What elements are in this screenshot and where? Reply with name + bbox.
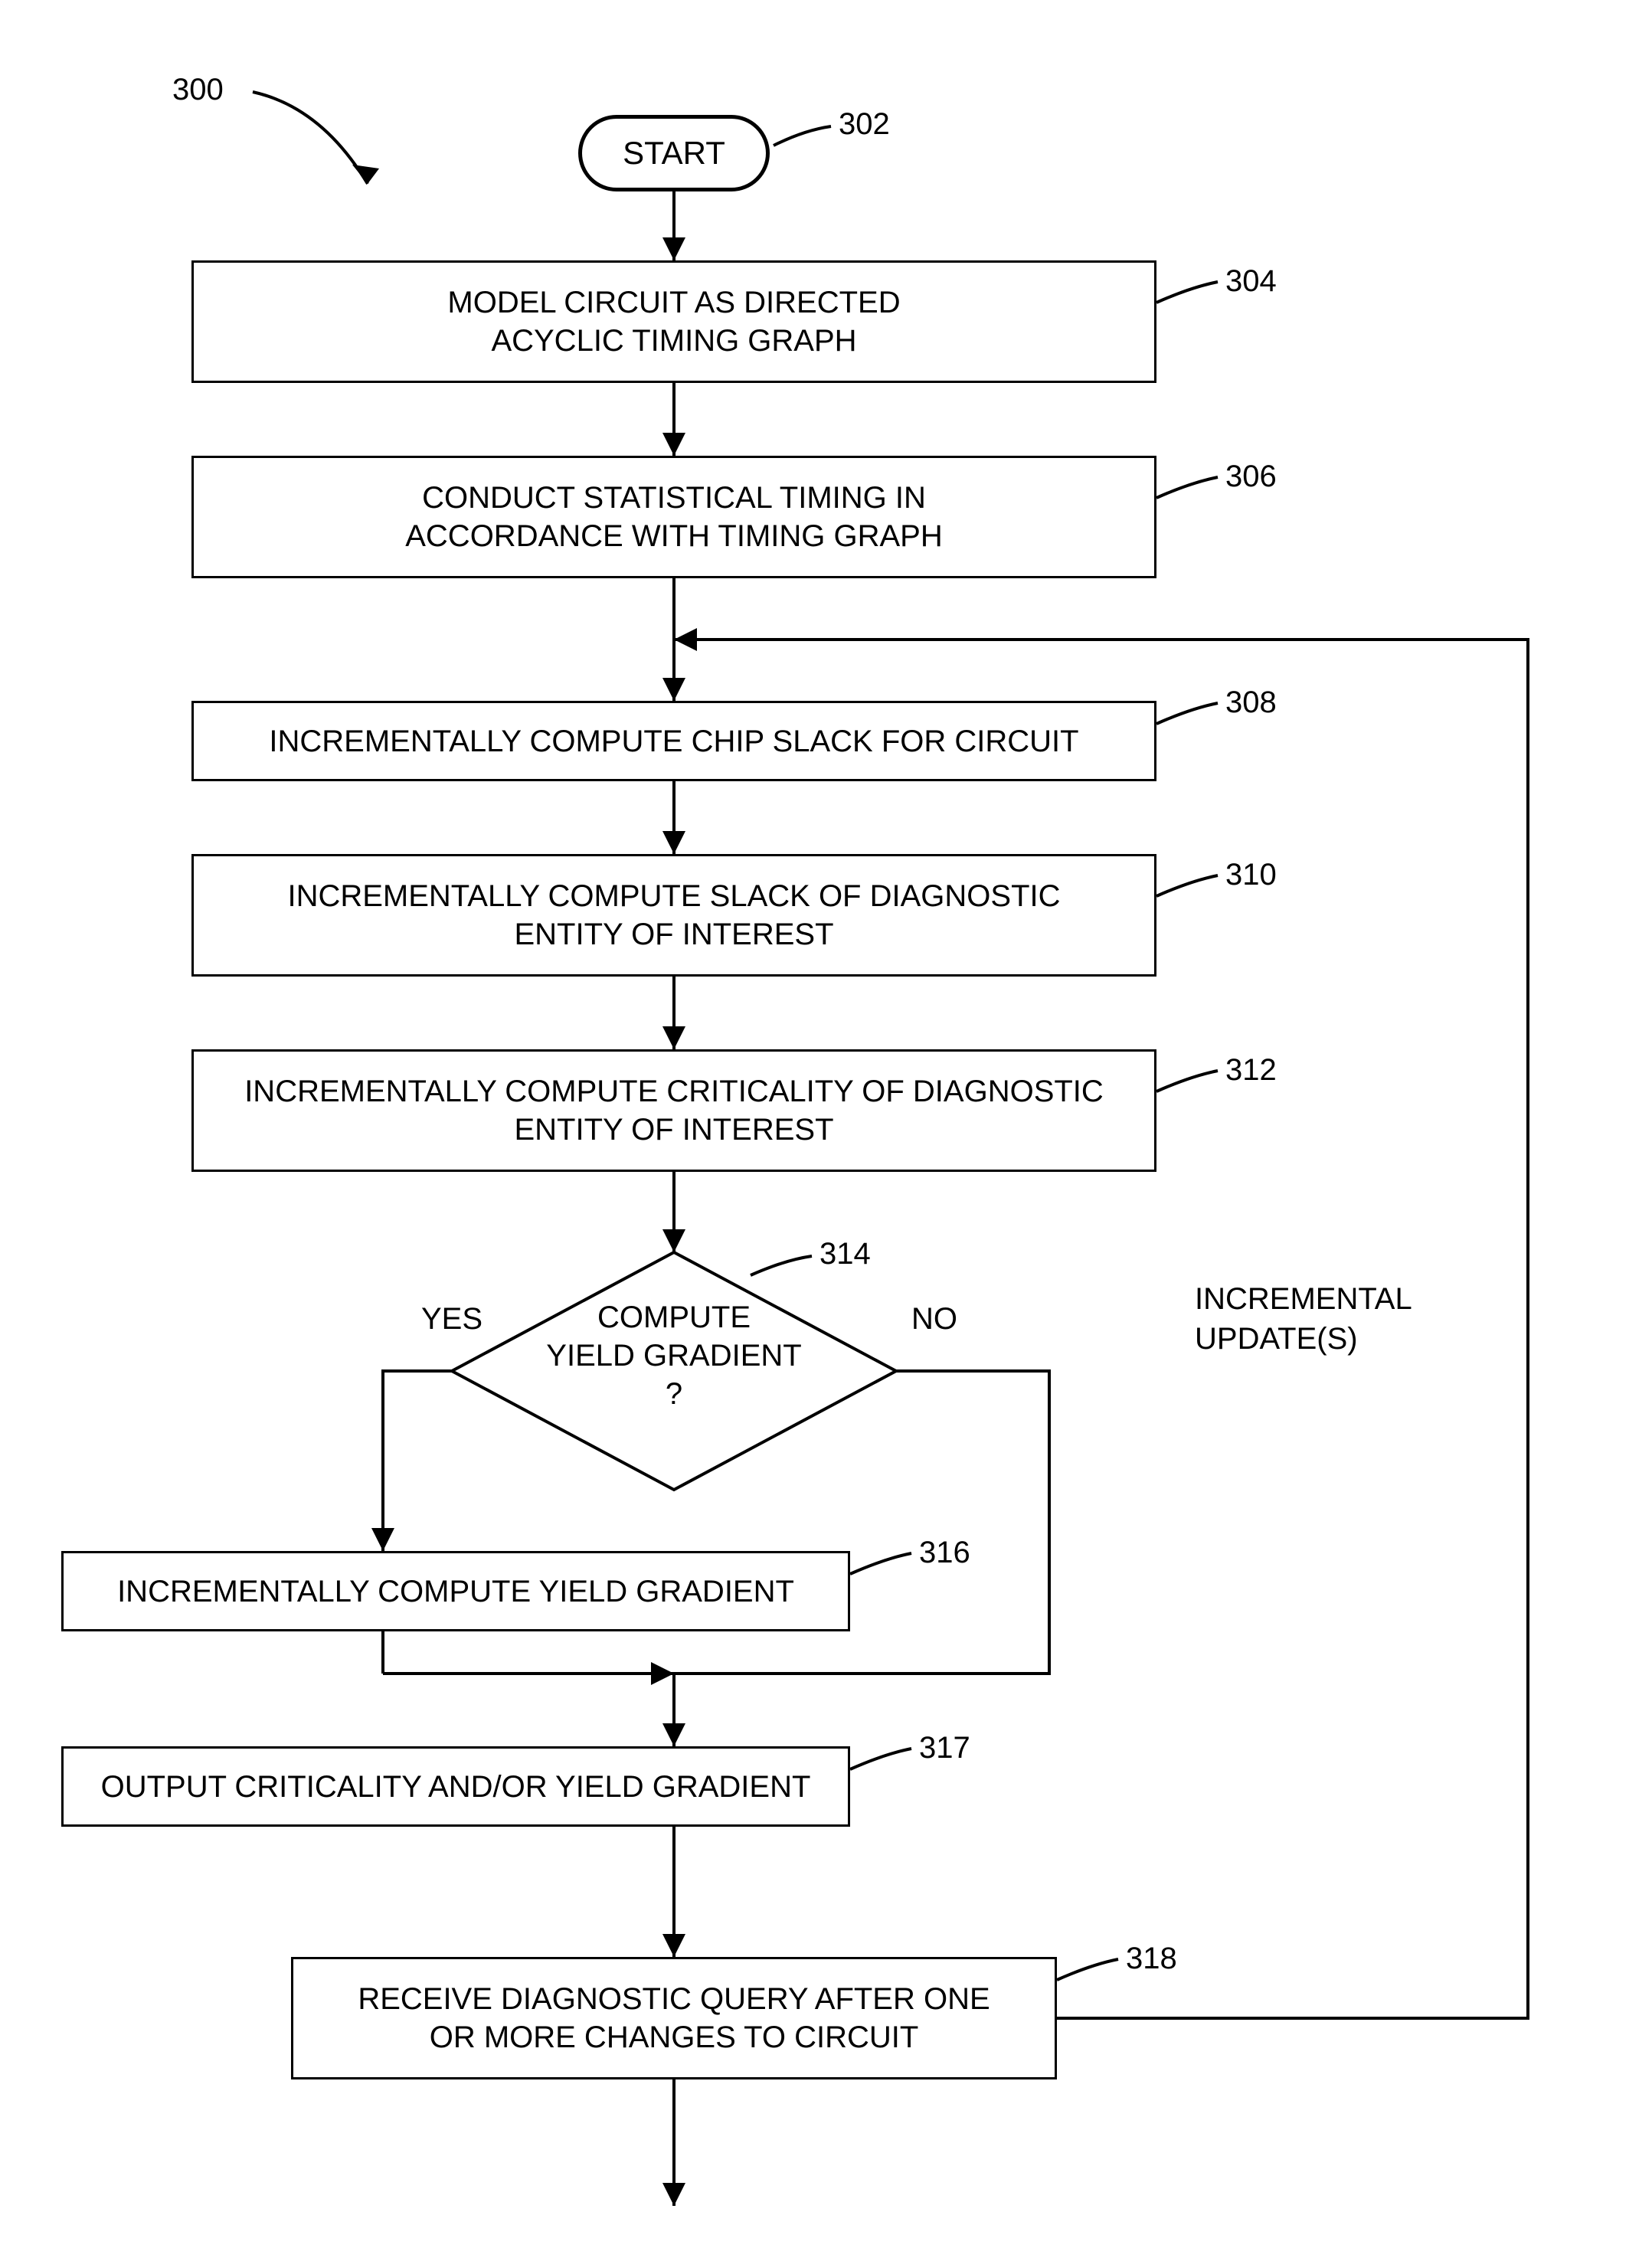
decision-314: COMPUTE YIELD GRADIENT ? [521, 1298, 827, 1413]
ref-308: 308 [1225, 685, 1277, 720]
step-316: INCREMENTALLY COMPUTE YIELD GRADIENT [61, 1551, 850, 1631]
ref-306: 306 [1225, 460, 1277, 494]
ref-310: 310 [1225, 858, 1277, 892]
step-310: INCREMENTALLY COMPUTE SLACK OF DIAGNOSTI… [191, 854, 1156, 977]
ref-302: 302 [839, 107, 890, 142]
ref-304: 304 [1225, 264, 1277, 299]
start-label: START [623, 135, 725, 172]
ref-312: 312 [1225, 1053, 1277, 1088]
step-318: RECEIVE DIAGNOSTIC QUERY AFTER ONE OR MO… [291, 1957, 1057, 2079]
flowchart-container: 300 [0, 0, 1652, 2261]
start-terminator: START [578, 115, 770, 191]
ref-317: 317 [919, 1731, 970, 1765]
ref-314: 314 [819, 1237, 871, 1271]
ref-316: 316 [919, 1536, 970, 1570]
branch-yes: YES [421, 1302, 483, 1337]
ref-318: 318 [1126, 1942, 1177, 1976]
step-312: INCREMENTALLY COMPUTE CRITICALITY OF DIA… [191, 1049, 1156, 1172]
step-306: CONDUCT STATISTICAL TIMING IN ACCORDANCE… [191, 456, 1156, 578]
branch-no: NO [911, 1302, 957, 1337]
step-304: MODEL CIRCUIT AS DIRECTED ACYCLIC TIMING… [191, 260, 1156, 383]
step-308: INCREMENTALLY COMPUTE CHIP SLACK FOR CIR… [191, 701, 1156, 781]
incremental-updates-label: INCREMENTAL UPDATE(S) [1195, 1279, 1412, 1359]
step-317: OUTPUT CRITICALITY AND/OR YIELD GRADIENT [61, 1746, 850, 1827]
